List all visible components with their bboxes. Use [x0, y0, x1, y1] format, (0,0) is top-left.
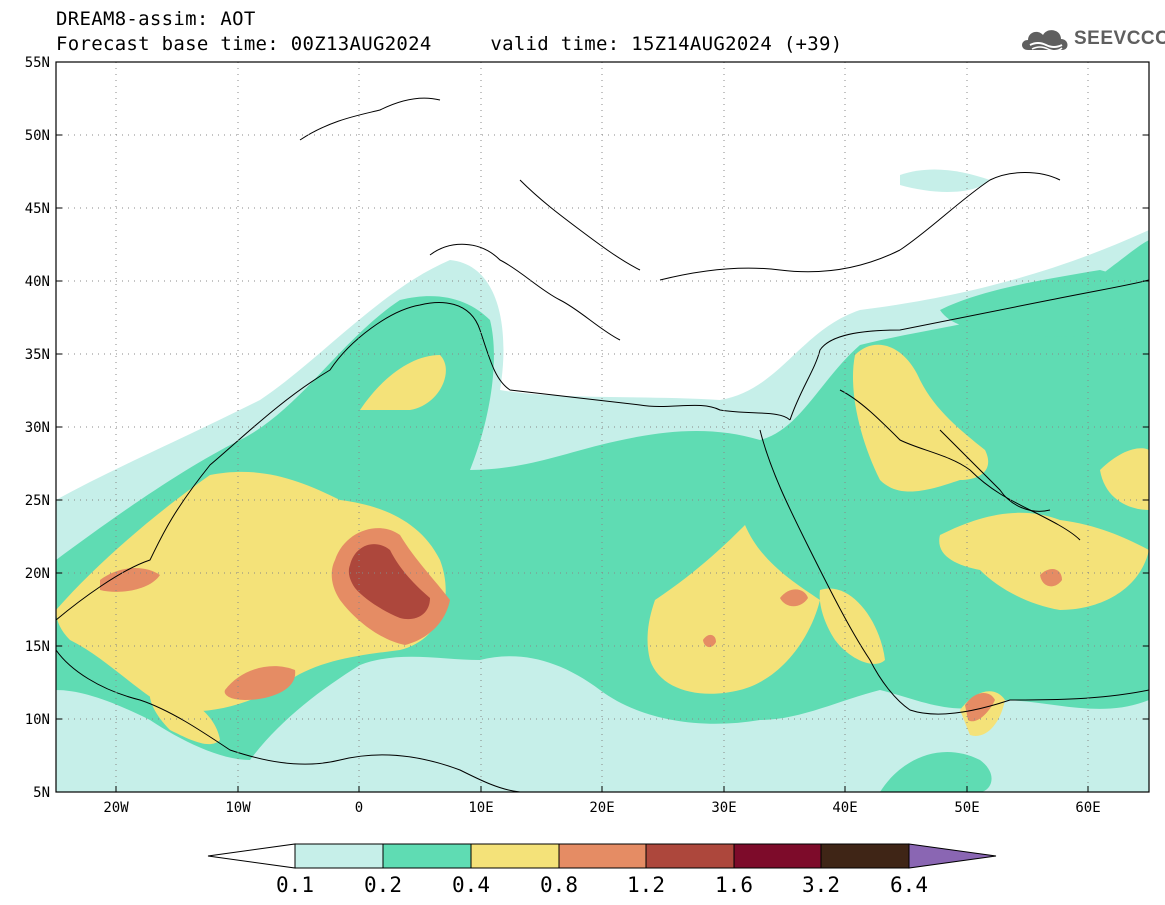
lat-tick-label: 40N	[25, 274, 50, 290]
colorbar-box	[733, 843, 822, 869]
colorbar-lower-arrow	[207, 843, 296, 869]
lat-tick-label: 5N	[33, 785, 50, 801]
aot-contour-1.2	[348, 544, 430, 620]
latitude-axis: 55N 50N 45N 40N 35N 30N 25N 20N 15N 10N …	[25, 55, 1149, 801]
lat-tick-label: 20N	[25, 566, 50, 582]
lon-tick-label: 20W	[103, 800, 129, 816]
lon-tick-label: 60E	[1075, 800, 1100, 816]
lon-tick-label: 20E	[589, 800, 614, 816]
lon-tick-label: 50E	[954, 800, 979, 816]
colorbar-box	[470, 843, 560, 869]
colorbar-upper-arrow	[908, 843, 997, 869]
colorbar-box	[294, 843, 384, 869]
lat-tick-label: 55N	[25, 55, 50, 71]
colorbar-label: 3.2	[802, 873, 840, 897]
colorbar-box	[820, 843, 910, 869]
lat-tick-label: 45N	[25, 201, 50, 217]
colorbar-label: 0.4	[452, 873, 490, 897]
lat-tick-label: 30N	[25, 420, 50, 436]
aot-contour-0.4	[56, 344, 1149, 745]
map-title: DREAM8-assim: AOT	[56, 8, 256, 30]
colorbar-label: 1.2	[627, 873, 665, 897]
lon-tick-label: 10E	[468, 800, 493, 816]
forecast-time-info: Forecast base time: 00Z13AUG2024 valid t…	[56, 33, 843, 55]
lon-tick-label: 0	[355, 800, 363, 816]
coastlines	[56, 97, 1149, 792]
lon-tick-label: 30E	[711, 800, 736, 816]
logo-text: SEEVCCC	[1074, 28, 1165, 49]
longitude-axis: 20W 10W 0 10E 20E 30E 40E 50E 60E	[103, 786, 1101, 816]
colorbar-label: 0.1	[276, 873, 314, 897]
lon-tick-label: 40E	[832, 800, 857, 816]
lat-tick-label: 10N	[25, 712, 50, 728]
lat-tick-label: 15N	[25, 639, 50, 655]
colorbar-label: 0.8	[540, 873, 578, 897]
lat-tick-label: 50N	[25, 128, 50, 144]
graticule	[56, 62, 1149, 792]
colorbar: 0.1 0.2 0.4 0.8 1.2 1.6 3.2 6.4	[207, 843, 997, 897]
lat-tick-label: 25N	[25, 493, 50, 509]
colorbar-label: 1.6	[715, 873, 753, 897]
colorbar-label: 0.2	[364, 873, 402, 897]
lat-tick-label: 35N	[25, 347, 50, 363]
colorbar-label: 6.4	[890, 873, 928, 897]
cloud-icon	[1022, 30, 1068, 52]
colorbar-box	[382, 843, 472, 869]
lon-tick-label: 10W	[225, 800, 251, 816]
seevccc-logo: SEEVCCC	[1018, 24, 1165, 56]
colorbar-box	[558, 843, 647, 869]
colorbar-box	[645, 843, 735, 869]
